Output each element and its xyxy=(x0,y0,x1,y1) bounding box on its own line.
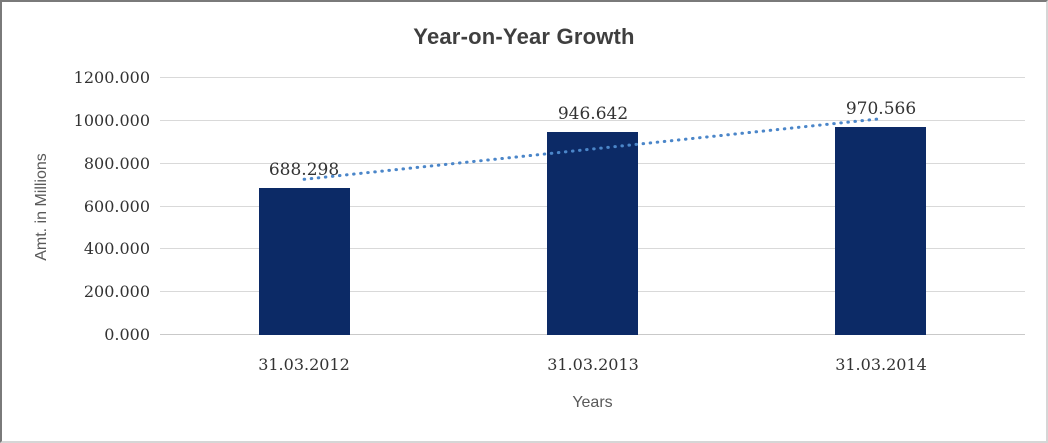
bar xyxy=(547,132,638,335)
bar-value-label: 970.566 xyxy=(845,99,917,119)
chart-title: Year-on-Year Growth xyxy=(413,24,635,49)
y-tick-label: 800.000 xyxy=(83,154,150,173)
gridline xyxy=(160,77,1025,78)
y-tick-label: 1200.000 xyxy=(73,68,150,87)
y-tick-label: 0.000 xyxy=(104,325,150,344)
y-tick-label: 1000.000 xyxy=(73,111,150,130)
x-axis-title: Years xyxy=(572,394,613,411)
x-tick-label: 31.03.2014 xyxy=(835,355,927,374)
bar-value-label: 946.642 xyxy=(557,104,629,124)
y-tick-label: 200.000 xyxy=(83,282,150,301)
y-tick-label: 400.000 xyxy=(83,239,150,258)
bar xyxy=(259,188,350,335)
bar xyxy=(835,127,926,335)
bar-value-label: 688.298 xyxy=(268,160,340,180)
x-tick-label: 31.03.2013 xyxy=(547,355,639,374)
y-tick-label: 600.000 xyxy=(83,197,150,216)
x-tick-label: 31.03.2012 xyxy=(258,355,350,374)
